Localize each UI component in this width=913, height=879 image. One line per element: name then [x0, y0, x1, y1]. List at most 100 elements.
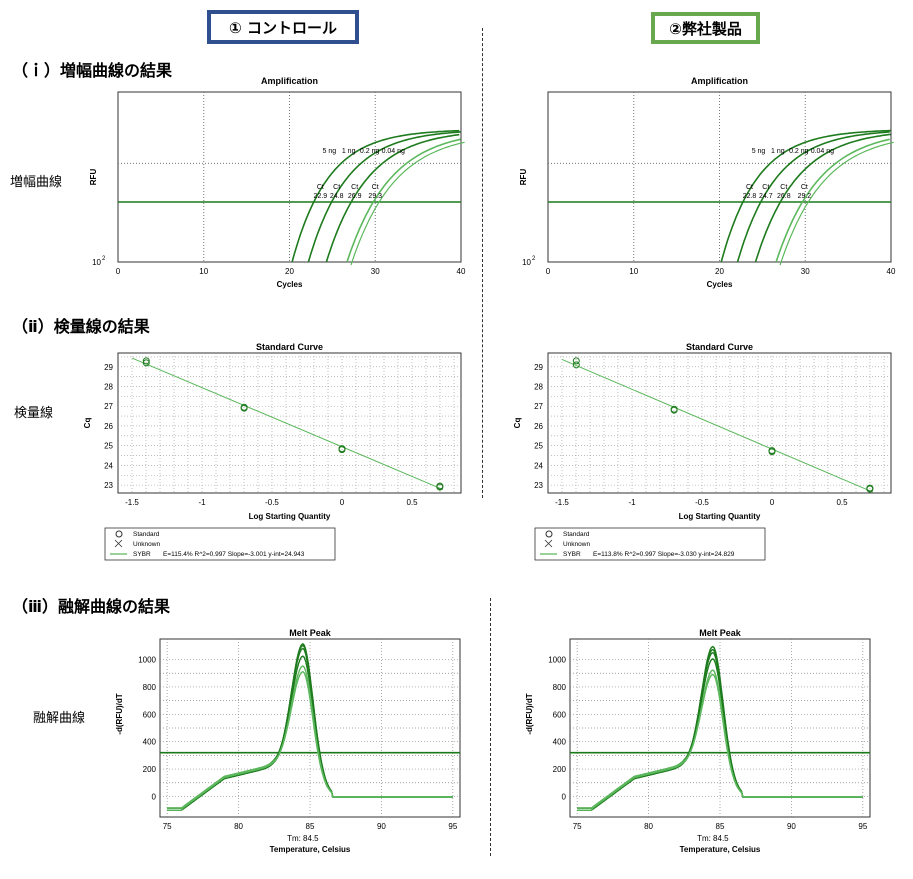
tm-label: Tm: 84.5: [697, 834, 729, 843]
amount-label: 1 ng: [342, 148, 356, 155]
y-tick-label: 26: [104, 422, 113, 431]
x-tick-label: 20: [285, 267, 294, 276]
standard-curve-chart-product: Standard Curve -1.5 -1 -0.5 0 0.5 23 24 25 26 27 28…: [513, 342, 892, 561]
x-tick-label: 20: [715, 267, 724, 276]
ct-value-label: 22.9: [314, 193, 328, 200]
x-axis-label: Temperature, Celsius: [270, 845, 351, 854]
melt-peak-chart-control: Melt Peak 75 80 85 90 95 0 200 400 600 800 1000 Temp…: [115, 628, 461, 854]
amount-label: 0.04 ng: [382, 148, 405, 155]
y-tick-label: 0: [152, 792, 157, 801]
section-title-standard-curve: （ⅱ）検量線の結果: [12, 317, 150, 336]
y-tick-label: 10: [92, 258, 101, 267]
y-tick-label: 200: [143, 765, 157, 774]
data-point: [240, 403, 248, 411]
ct-value-label: 24.7: [759, 193, 773, 200]
fit-line: [131, 357, 443, 490]
ct-value-label: 29.3: [368, 193, 382, 200]
ct-label: Ct: [780, 184, 787, 191]
ct-value-label: 29.2: [798, 193, 812, 200]
y-tick-label: 28: [534, 383, 543, 392]
x-tick-label: -0.5: [265, 498, 279, 507]
data-point: [572, 361, 580, 369]
x-tick-label: 0.5: [406, 498, 418, 507]
ct-label: Ct: [372, 184, 379, 191]
legend-standard-marker: [545, 530, 553, 538]
amount-label: 5 ng: [323, 148, 337, 155]
data-point: [142, 357, 150, 365]
plot-frame: [547, 352, 892, 494]
amplification-curve: [779, 141, 894, 266]
row-label-standard-curve: 検量線: [14, 406, 54, 421]
y-tick-label: 600: [553, 710, 567, 719]
amplification-curve: [291, 129, 460, 263]
y-tick-label: 28: [104, 383, 113, 392]
legend-unknown-marker: [544, 539, 553, 548]
x-tick-label: 40: [457, 267, 466, 276]
x-tick-label: -1: [198, 498, 206, 507]
ct-label: Ct: [801, 184, 808, 191]
y-axis-label: Cq: [513, 418, 522, 429]
x-tick-label: 40: [887, 267, 896, 276]
amplification-curve: [346, 138, 461, 263]
ct-value-label: 22.8: [743, 193, 757, 200]
x-tick-label: 30: [371, 267, 380, 276]
row-label-melt: 融解曲線: [33, 711, 86, 726]
x-tick-label: 95: [858, 822, 867, 831]
x-tick-label: 90: [377, 822, 386, 831]
y-tick-label: 29: [104, 363, 113, 372]
legend-stats-label: E=113.8% R^2=0.997 Slope=-3.030 y-int=24…: [593, 551, 735, 558]
y-tick-label: 27: [534, 402, 543, 411]
amplification-curve: [325, 133, 460, 263]
x-tick-label: 75: [573, 822, 582, 831]
fit-line: [561, 358, 873, 493]
x-tick-label: 30: [801, 267, 810, 276]
y-tick-label: 200: [553, 765, 567, 774]
x-axis-label: Cycles: [707, 280, 733, 289]
ct-label: Ct: [762, 184, 769, 191]
header-product: ②弊社製品: [651, 12, 760, 44]
melt-curve: [577, 673, 863, 809]
chart-title: Standard Curve: [256, 342, 323, 352]
data-point: [436, 482, 444, 490]
x-tick-label: 0: [546, 267, 551, 276]
standard-curve-chart-control: Standard Curve -1.5 -1 -0.5 0 0.5 23 24 25 26 27 28…: [83, 342, 462, 561]
amount-label: 5 ng: [752, 148, 766, 155]
chart-title: Melt Peak: [289, 628, 332, 638]
x-tick-label: 85: [306, 822, 315, 831]
x-tick-label: 90: [787, 822, 796, 831]
y-tick-label: 400: [143, 738, 157, 747]
x-tick-label: 0: [116, 267, 121, 276]
x-tick-label: 80: [234, 822, 243, 831]
legend-series-label: SYBR: [133, 551, 151, 558]
melt-peak-chart-product: Melt Peak 75 80 85 90 95 0 200 400 600 800 1000 Temp…: [525, 628, 871, 854]
amount-label: 0.04 ng: [811, 148, 834, 155]
amplification-curve: [736, 131, 890, 263]
header-control: ① コントロール: [207, 10, 359, 44]
amount-label: 0.2 ng: [789, 148, 809, 155]
legend-stats-label: E=115.4% R^2=0.997 Slope=-3.001 y-int=24…: [163, 551, 305, 558]
melt-curve: [167, 670, 453, 809]
chart-title: Standard Curve: [686, 342, 753, 352]
x-axis-label: Log Starting Quantity: [679, 512, 761, 521]
x-tick-label: 0.5: [836, 498, 848, 507]
x-tick-label: 0: [770, 498, 775, 507]
x-axis-label: Temperature, Celsius: [680, 845, 761, 854]
ct-value-label: 24.8: [330, 193, 344, 200]
y-tick-label: 26: [534, 422, 543, 431]
ct-value-label: 26.8: [777, 193, 791, 200]
section-title-amplification: （ｉ）増幅曲線の結果: [12, 61, 173, 80]
chart-title: Amplification: [691, 76, 748, 86]
y-tick-label: 25: [104, 442, 113, 451]
legend-standard-label: Standard: [563, 531, 590, 538]
x-tick-label: 85: [716, 822, 725, 831]
y-tick-label: 23: [534, 481, 543, 490]
y-tick-label: 0: [562, 792, 567, 801]
y-tick-label: 600: [143, 710, 157, 719]
y-tick-label: 800: [553, 683, 567, 692]
amplification-curve: [775, 138, 890, 263]
data-point: [142, 359, 150, 367]
y-tick-label: 1000: [138, 656, 156, 665]
plot-frame: [117, 352, 462, 494]
